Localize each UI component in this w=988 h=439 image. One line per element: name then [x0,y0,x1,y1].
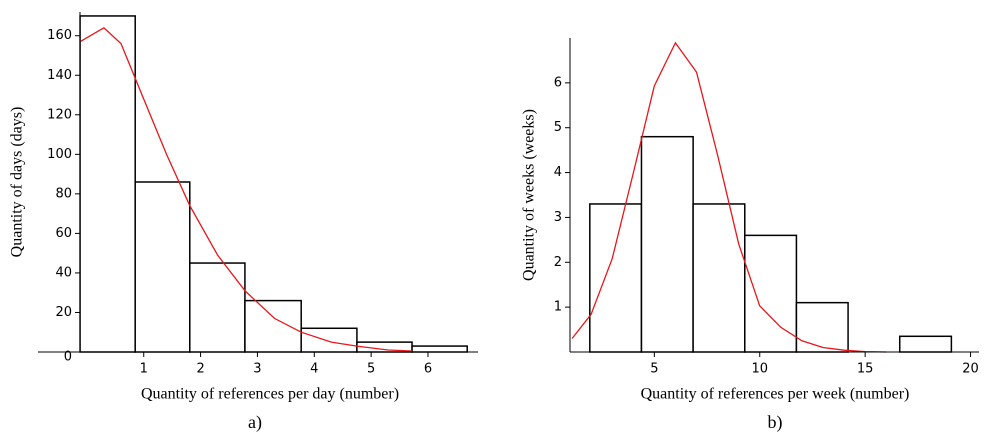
bar [640,135,694,353]
y-tick-label: 4 [554,165,562,180]
y-tick-label: 40 [55,265,72,280]
y-axis-label: Quantity of weeks (weeks) [521,109,538,281]
bar [744,234,798,353]
bar [79,15,136,353]
x-tick-label: 15 [857,362,874,377]
y-tick-label: 2 [554,255,562,270]
y-tick-label: 20 [55,305,72,320]
x-tick-label: 2 [196,362,204,377]
caption: a) [248,412,262,433]
x-axis-label: Quantity of references per day (number) [141,386,399,403]
x-tick-label: 6 [424,362,432,377]
y-tick-label: 3 [554,210,562,225]
y-tick-label: 80 [55,186,72,201]
y-tick-label: 160 [47,28,72,43]
x-axis-label: Quantity of references per week (number) [641,386,910,403]
y-tick-label: 5 [554,120,562,135]
bar [795,301,849,353]
x-tick-label: 10 [751,362,768,377]
bar [134,181,191,353]
x-tick-label: 5 [367,362,375,377]
x-tick-label: 1 [140,362,148,377]
y-tick-label: 100 [47,147,72,162]
y-tick-label: 140 [47,68,72,83]
caption: b) [768,412,783,433]
bar [411,345,468,353]
y-tick-label: 6 [554,75,562,90]
y-tick-label: 0 [64,350,72,365]
y-tick-label: 120 [47,107,72,122]
bar [244,299,302,353]
x-tick-label: 3 [253,362,261,377]
bar [589,203,643,353]
y-axis-label: Quantity of days (days) [9,107,26,258]
bar [692,203,746,353]
fit-curve [79,26,413,352]
y-tick-label: 60 [55,226,72,241]
x-tick-label: 4 [310,362,318,377]
bar [300,327,358,353]
x-tick-label: 5 [650,362,658,377]
x-tick-label: 20 [962,362,979,377]
bar [189,262,246,353]
y-tick-label: 1 [554,300,562,315]
bar [898,335,953,353]
fit-curve [571,41,887,353]
